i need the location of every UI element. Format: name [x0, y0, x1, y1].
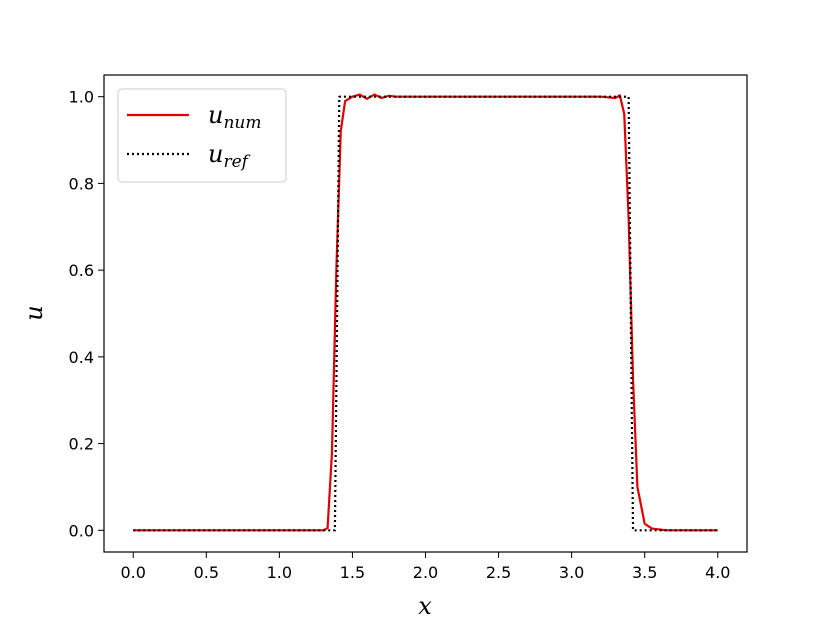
y-tick-label: 1.0 — [69, 88, 94, 107]
legend-label-ref: uref — [208, 140, 251, 172]
x-tick-label: 2.0 — [413, 563, 438, 582]
x-tick-label: 4.0 — [705, 563, 730, 582]
x-axis-ticks: 0.0 0.5 1.0 1.5 2.0 2.5 3.0 3.5 4.0 — [121, 552, 730, 582]
x-tick-label: 2.5 — [486, 563, 511, 582]
legend-box — [117, 88, 287, 183]
x-axis-label: x — [418, 592, 432, 620]
x-tick-label: 1.5 — [340, 563, 365, 582]
series-line-ref — [133, 95, 718, 532]
legend: unum uref — [117, 88, 287, 183]
y-tick-label: 0.8 — [69, 174, 94, 193]
series-layer — [133, 93, 718, 532]
x-tick-label: 0.0 — [121, 563, 146, 582]
y-axis-ticks: 0.0 0.2 0.4 0.6 0.8 1.0 — [69, 88, 104, 540]
x-tick-label: 1.0 — [267, 563, 292, 582]
y-tick-label: 0.6 — [69, 261, 94, 280]
y-axis-label: u — [20, 305, 48, 320]
x-tick-label: 3.0 — [559, 563, 584, 582]
y-tick-label: 0.4 — [69, 348, 94, 367]
y-tick-label: 0.2 — [69, 435, 94, 454]
x-tick-label: 0.5 — [194, 563, 219, 582]
y-tick-label: 0.0 — [69, 521, 94, 540]
x-tick-label: 3.5 — [632, 563, 657, 582]
legend-label-num: unum — [208, 101, 262, 133]
